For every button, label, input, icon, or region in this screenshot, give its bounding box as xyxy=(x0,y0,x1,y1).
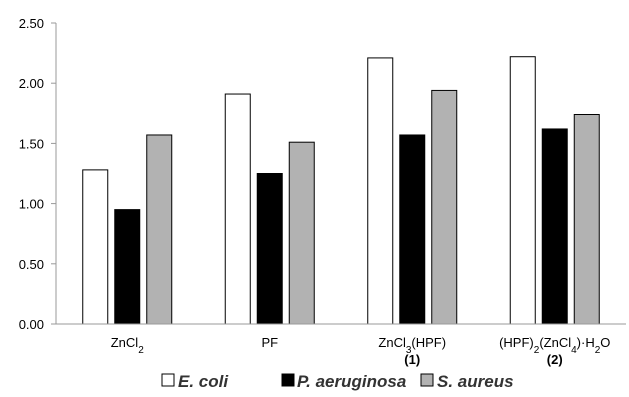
y-tick-label: 2.00 xyxy=(19,76,44,91)
legend-swatch xyxy=(420,373,434,387)
legend: E. coli P. aeruginosa S. aureus xyxy=(161,372,514,391)
legend-label: E. coli xyxy=(178,372,229,391)
legend-label: S. aureus xyxy=(437,372,514,391)
y-tick-label: 1.50 xyxy=(19,136,44,151)
x-category-label: PF xyxy=(261,335,278,350)
y-axis: 0.00 0.50 1.00 1.50 2.00 2.50 xyxy=(19,16,57,332)
bar-p-aeruginosa xyxy=(114,209,141,325)
bar-e-coli xyxy=(224,93,251,325)
legend-swatch xyxy=(281,373,295,387)
x-category-label: (HPF)2(ZnCl4)·H2O xyxy=(499,335,610,356)
x-axis: ZnCl2 PF ZnCl3(HPF)(1) (HPF)2(ZnCl4)·H2O(2) xyxy=(56,323,626,367)
x-category-id: (1) xyxy=(404,352,420,367)
x-category-id: (2) xyxy=(547,352,563,367)
y-tick-label: 1.00 xyxy=(19,197,44,212)
bar-p-aeruginosa xyxy=(541,128,568,325)
y-tick-label: 0.00 xyxy=(19,317,44,332)
bar-p-aeruginosa xyxy=(256,173,283,325)
y-tick-label: 2.50 xyxy=(19,16,44,31)
x-category-label: ZnCl3(HPF) xyxy=(378,335,446,356)
bar-e-coli xyxy=(82,169,109,325)
legend-label: P. aeruginosa xyxy=(297,372,406,391)
x-category-label: ZnCl2 xyxy=(111,335,144,356)
bars xyxy=(82,56,600,325)
bar-p-aeruginosa xyxy=(399,134,426,325)
legend-swatch xyxy=(161,373,175,387)
bar-e-coli xyxy=(367,57,394,325)
bar-s-aureus xyxy=(431,89,458,325)
bar-s-aureus xyxy=(146,134,173,325)
bar-e-coli xyxy=(509,56,536,325)
bar-s-aureus xyxy=(573,114,600,325)
bar-s-aureus xyxy=(288,141,315,325)
y-tick-label: 0.50 xyxy=(19,257,44,272)
